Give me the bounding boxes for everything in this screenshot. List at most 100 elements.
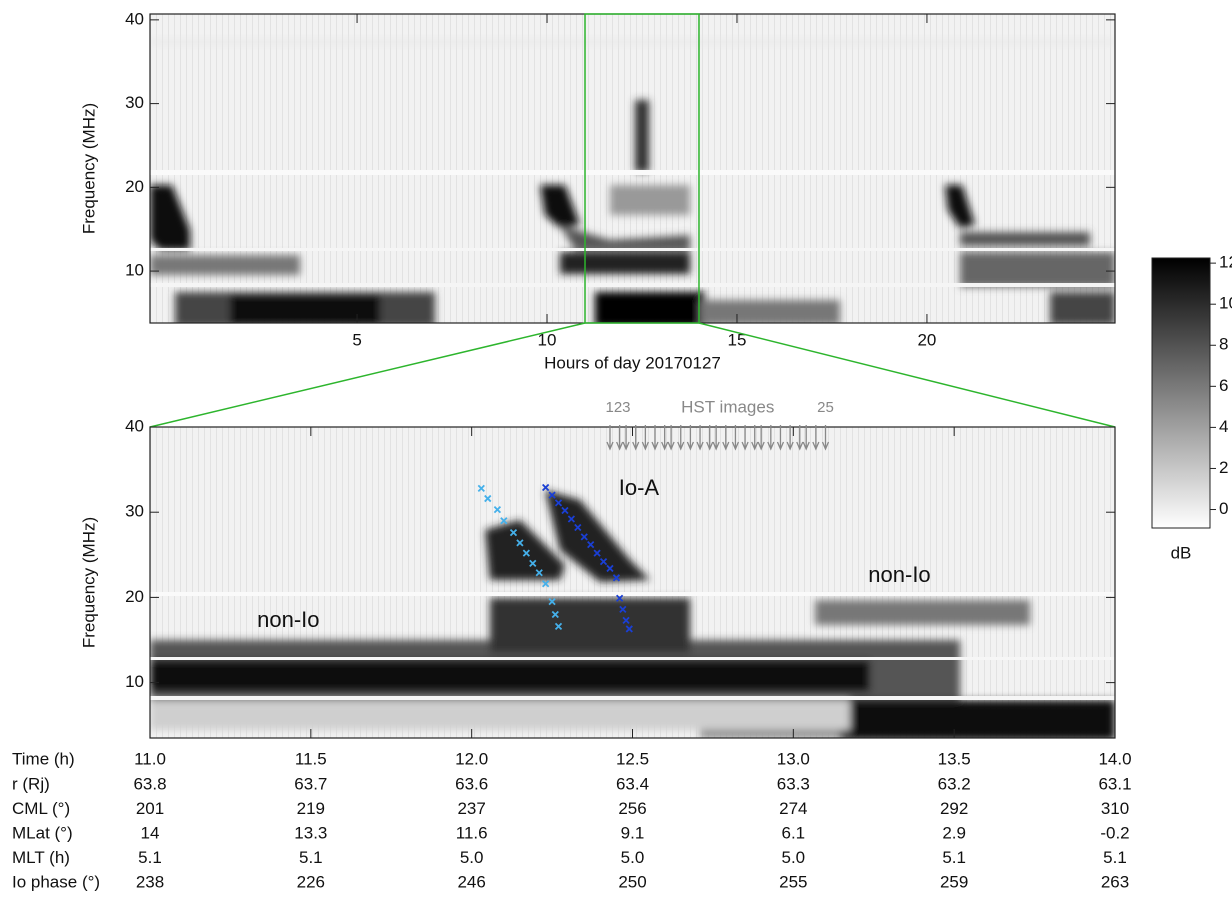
cross-marker: [612, 574, 621, 582]
table-cell: 11.0: [134, 749, 166, 768]
table-cell: 63.7: [294, 774, 327, 793]
table-cell: 263: [1101, 872, 1129, 891]
table-row-label: MLat (°): [12, 823, 73, 842]
table-cell: 11.6: [456, 823, 488, 842]
hst-arrow: [757, 425, 765, 451]
colorbar-tick-label: 0: [1219, 499, 1228, 518]
cross-marker: [587, 540, 595, 549]
colorbar-label: dB: [1171, 543, 1192, 562]
table-cell: 13.0: [777, 749, 810, 768]
table-cell: 5.1: [942, 848, 966, 867]
annotation: non-Io: [257, 607, 319, 632]
colorbar-tick-label: 8: [1219, 335, 1228, 354]
cross-marker: [522, 549, 530, 557]
hst-arrow: [686, 425, 694, 451]
table-row-label: MLT (h): [12, 848, 70, 867]
cross-marker: [580, 533, 588, 541]
y-tick-label: 30: [125, 93, 144, 112]
cross-marker: [509, 529, 518, 537]
table-cell: 13.3: [294, 823, 327, 842]
table-cell: 201: [136, 799, 164, 818]
spectrogram-image: [150, 427, 1115, 738]
cross-marker: [554, 622, 563, 631]
table-row-label: CML (°): [12, 799, 70, 818]
colorbar: [1151, 257, 1211, 529]
cross-marker: [567, 515, 576, 523]
hst-arrow: [731, 425, 740, 451]
cross-marker: [542, 483, 550, 492]
table-cell: 14.0: [1098, 749, 1131, 768]
x-axis-label: Hours of day 20170127: [544, 353, 721, 372]
y-tick-label: 10: [125, 261, 144, 280]
table-cell: -0.2: [1100, 823, 1129, 842]
hst-arrow: [606, 425, 614, 451]
hst-label: 123: [606, 399, 631, 416]
table-cell: 63.3: [777, 774, 810, 793]
hst-arrow: [812, 425, 820, 451]
cross-marker: [599, 557, 608, 566]
hst-arrow: [616, 425, 624, 451]
x-tick-label: 15: [728, 330, 747, 349]
zoom-line: [698, 322, 1116, 428]
table-cell: 246: [457, 872, 485, 891]
y-tick-label: 30: [125, 502, 144, 521]
hst-arrow: [667, 425, 675, 451]
cross-marker: [548, 598, 556, 606]
cross-marker: [622, 616, 630, 625]
hst-arrow: [661, 425, 669, 451]
table-cell: 274: [779, 799, 807, 818]
table-cell: 5.0: [782, 848, 806, 867]
colorbar-tick-label: 4: [1219, 417, 1228, 436]
hst-arrow: [776, 425, 785, 451]
table-cell: 5.0: [621, 848, 645, 867]
table-cell: 14: [141, 823, 160, 842]
hst-arrow: [796, 425, 804, 451]
y-tick-label: 10: [125, 672, 144, 691]
table-cell: 63.1: [1098, 774, 1131, 793]
colorbar-tick-label: 10: [1219, 294, 1232, 313]
cross-marker: [516, 539, 524, 547]
hst-arrow: [786, 425, 794, 451]
table-cell: 11.5: [295, 749, 327, 768]
table-cell: 63.4: [616, 774, 649, 793]
hst-arrow: [706, 425, 714, 451]
y-tick-label: 40: [125, 9, 144, 28]
hst-arrow: [696, 425, 704, 451]
table-cell: 5.1: [299, 848, 323, 867]
annotation: non-Io: [868, 562, 930, 587]
cross-marker: [619, 605, 627, 613]
cross-marker: [477, 484, 485, 492]
table-cell: 63.2: [938, 774, 971, 793]
x-tick-label: 5: [352, 330, 361, 349]
hst-arrow: [677, 425, 685, 451]
cross-marker: [574, 523, 582, 532]
y-tick-label: 20: [125, 587, 144, 606]
hst-arrow: [712, 425, 720, 451]
y-axis-label: Frequency (MHz): [79, 517, 98, 648]
table-cell: 63.6: [455, 774, 488, 793]
cross-marker: [529, 559, 537, 567]
hst-arrow: [632, 425, 640, 451]
table-cell: 255: [779, 872, 807, 891]
x-tick-label: 20: [917, 330, 936, 349]
cross-marker: [548, 491, 556, 499]
hst-arrow: [821, 425, 830, 451]
table-cell: 5.1: [1103, 848, 1127, 867]
hst-label: 25: [817, 399, 834, 416]
cross-marker: [493, 506, 502, 514]
table-cell: 259: [940, 872, 968, 891]
table-cell: 250: [618, 872, 646, 891]
zoom-box: [584, 13, 700, 324]
table-cell: 2.9: [942, 823, 966, 842]
hst-arrow: [651, 425, 659, 451]
table-cell: 310: [1101, 799, 1129, 818]
hst-arrow: [622, 425, 630, 451]
cross-marker: [551, 610, 559, 619]
hst-arrow: [767, 425, 775, 451]
table-cell: 292: [940, 799, 968, 818]
table-cell: 237: [457, 799, 485, 818]
table-cell: 13.5: [938, 749, 971, 768]
colorbar-tick-label: 6: [1219, 376, 1228, 395]
table-row-label: Time (h): [12, 749, 75, 768]
hst-title: HST images: [681, 397, 774, 416]
